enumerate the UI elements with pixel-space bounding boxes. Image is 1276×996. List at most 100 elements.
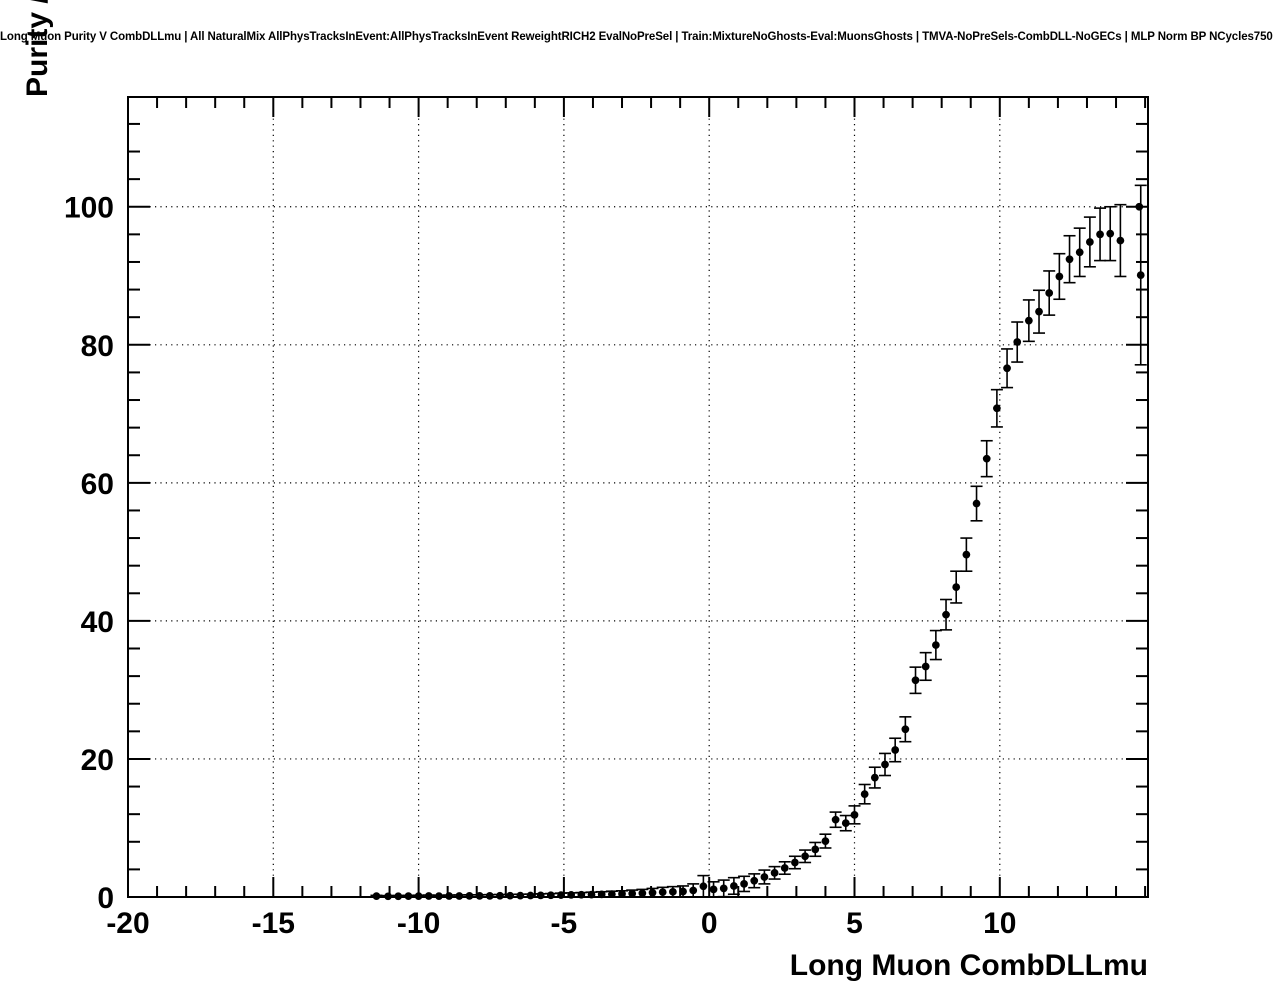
data-point (831, 815, 840, 824)
data-point (394, 892, 403, 901)
data-point (942, 610, 950, 619)
x-tick-label: -10 (397, 907, 440, 940)
data-point (760, 873, 769, 881)
data-point (1035, 307, 1043, 316)
data-point (993, 404, 1001, 413)
data-point (648, 888, 657, 897)
data-point (546, 891, 555, 900)
data-point (1024, 316, 1033, 325)
x-tick-label: 5 (846, 907, 863, 940)
data-point (607, 890, 616, 898)
data-point (669, 887, 677, 896)
data-point (891, 746, 900, 754)
data-point (404, 892, 413, 901)
x-tick-label: -20 (106, 907, 149, 940)
data-point (972, 499, 981, 508)
data-point (658, 888, 667, 897)
data-point (730, 882, 738, 890)
x-tick-label: 10 (983, 907, 1016, 940)
y-axis-title: Purity / % (21, 0, 54, 97)
data-point (587, 890, 596, 899)
data-point (1136, 271, 1145, 279)
data-point (1045, 289, 1054, 297)
data-point (1106, 229, 1115, 238)
x-tick-label: -15 (252, 907, 295, 940)
data-point (931, 641, 940, 649)
data-point (1116, 236, 1125, 245)
x-tick-label: 0 (701, 907, 718, 940)
data-point (618, 890, 626, 898)
data-point (962, 550, 971, 559)
data-point (780, 864, 789, 872)
data-point (526, 891, 535, 900)
data-point (901, 725, 910, 734)
grid-lines (128, 97, 1148, 897)
data-point (709, 885, 718, 894)
data-point (567, 891, 576, 899)
x-axis-tick-labels: -20 -15 -10 -5 0 5 10 (106, 907, 1016, 940)
data-point (475, 892, 484, 900)
y-tick-label: 80 (81, 330, 114, 363)
data-point (1065, 255, 1074, 264)
plot-frame (127, 96, 1149, 898)
data-point (455, 892, 464, 900)
data-point (921, 662, 930, 671)
y-tick-label: 20 (81, 744, 114, 777)
data-point (770, 868, 779, 877)
data-point (952, 583, 961, 591)
x-axis-title: Long Muon CombDLLmu (790, 949, 1148, 982)
data-point (821, 837, 830, 845)
data-point (516, 891, 525, 900)
data-point (850, 810, 859, 819)
data-point (811, 845, 820, 854)
data-point (1135, 202, 1144, 211)
data-point (597, 890, 606, 899)
y-tick-label: 40 (81, 606, 114, 639)
data-point (791, 858, 799, 867)
data-points (370, 184, 1147, 901)
y-tick-label: 100 (64, 192, 114, 225)
data-point (841, 819, 850, 828)
data-point (536, 891, 545, 900)
data-point (719, 884, 728, 893)
data-point (372, 892, 381, 901)
data-point (1086, 238, 1094, 246)
data-point (679, 887, 687, 896)
y-axis-tick-labels: 0 20 40 60 80 100 (64, 192, 114, 915)
data-point (740, 880, 748, 888)
data-point (424, 892, 433, 900)
data-point (1013, 338, 1022, 346)
page-title: Long Muon Purity V CombDLLmu | All Natur… (0, 31, 1276, 43)
data-point (982, 454, 991, 463)
y-tick-label: 60 (81, 468, 114, 501)
data-point (577, 890, 586, 899)
data-point (414, 892, 423, 900)
data-point (801, 852, 809, 861)
data-point (465, 892, 474, 900)
data-point (870, 773, 879, 782)
frame-rect (127, 96, 1149, 898)
data-point (506, 891, 515, 900)
y-tick-label: 0 (97, 882, 114, 915)
data-point (1075, 248, 1084, 257)
data-point (881, 760, 889, 769)
data-point (435, 892, 443, 900)
data-point (689, 886, 698, 895)
data-point (1055, 272, 1064, 281)
data-point (911, 676, 920, 685)
data-point (445, 892, 453, 900)
x-tick-label: -5 (551, 907, 578, 940)
data-point (384, 892, 392, 901)
data-point (485, 891, 494, 900)
data-point (1096, 230, 1104, 239)
data-point (628, 889, 637, 898)
data-point (699, 882, 708, 891)
data-point (638, 889, 647, 898)
data-point (750, 876, 759, 885)
data-point (1003, 364, 1011, 373)
data-point (496, 891, 504, 900)
axis-ticks (127, 97, 1148, 898)
data-point (557, 891, 565, 899)
